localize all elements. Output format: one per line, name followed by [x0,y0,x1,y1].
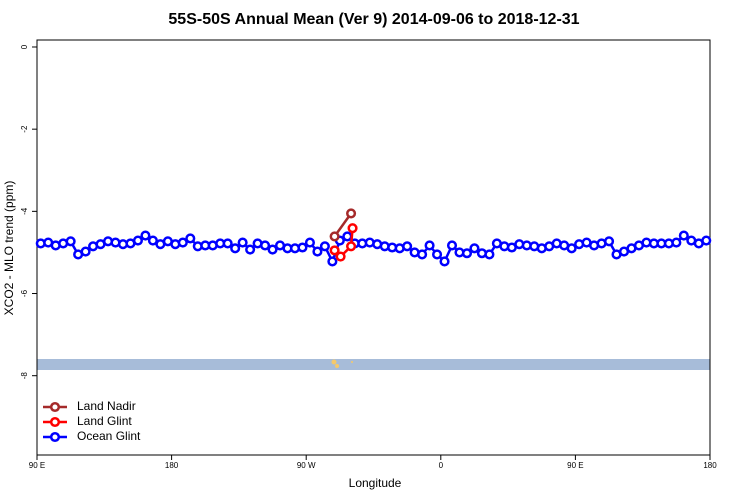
y-tick-label: -2 [20,125,29,133]
legend-marker [49,401,61,413]
map-spot [331,359,337,365]
point [147,235,158,246]
point [346,241,357,252]
point [566,243,577,254]
point [469,243,480,254]
x-tick-label: 90 E [567,461,583,470]
point [461,248,473,259]
y-tick-label: -4 [20,207,29,215]
point [678,230,689,241]
point [140,230,151,241]
chart-title: 55S-50S Annual Mean (Ver 9) 2014-09-06 t… [168,11,579,28]
x-axis-label: Longitude [349,476,402,490]
map-spot [351,361,353,363]
legend-label: Land Nadir [77,399,136,413]
point [439,256,450,267]
x-tick-label: 180 [703,461,717,470]
point [329,245,340,256]
point [65,236,76,247]
x-tick-label: 90 W [297,461,316,470]
map-strip [37,359,710,370]
point [346,208,357,219]
plot-box [36,39,711,456]
point [222,238,233,249]
point [701,235,712,246]
point [237,237,248,248]
point [297,242,308,253]
point [329,231,340,242]
point [327,256,338,267]
x-tick-label: 0 [439,461,444,470]
point [484,249,495,260]
legend-marker [49,416,61,428]
legend-label: Land Glint [77,414,132,428]
x-tick-label: 180 [165,461,179,470]
point [417,249,428,260]
y-tick-label: -8 [20,372,29,380]
point [335,251,346,262]
map-spot [335,364,339,368]
point [319,241,330,252]
point [80,246,91,257]
point [347,223,358,234]
point [432,249,443,260]
point [671,237,682,248]
point [424,240,435,251]
y-tick-label: 0 [20,44,29,49]
point [230,243,241,254]
point [446,240,458,251]
x-tick-label: 90 E [29,461,45,470]
point [312,246,323,257]
point [177,237,188,248]
y-axis-label: XCO2 - MLO trend (ppm) [2,181,16,316]
point [245,244,256,255]
point [604,236,615,247]
point [132,235,143,246]
point [267,244,278,255]
point [402,241,413,252]
point [185,233,196,244]
legend-label: Ocean Glint [77,429,141,443]
point [342,231,353,242]
point [260,240,271,251]
legend-marker [49,431,61,443]
y-tick-label: -6 [20,289,29,297]
point [304,237,315,248]
